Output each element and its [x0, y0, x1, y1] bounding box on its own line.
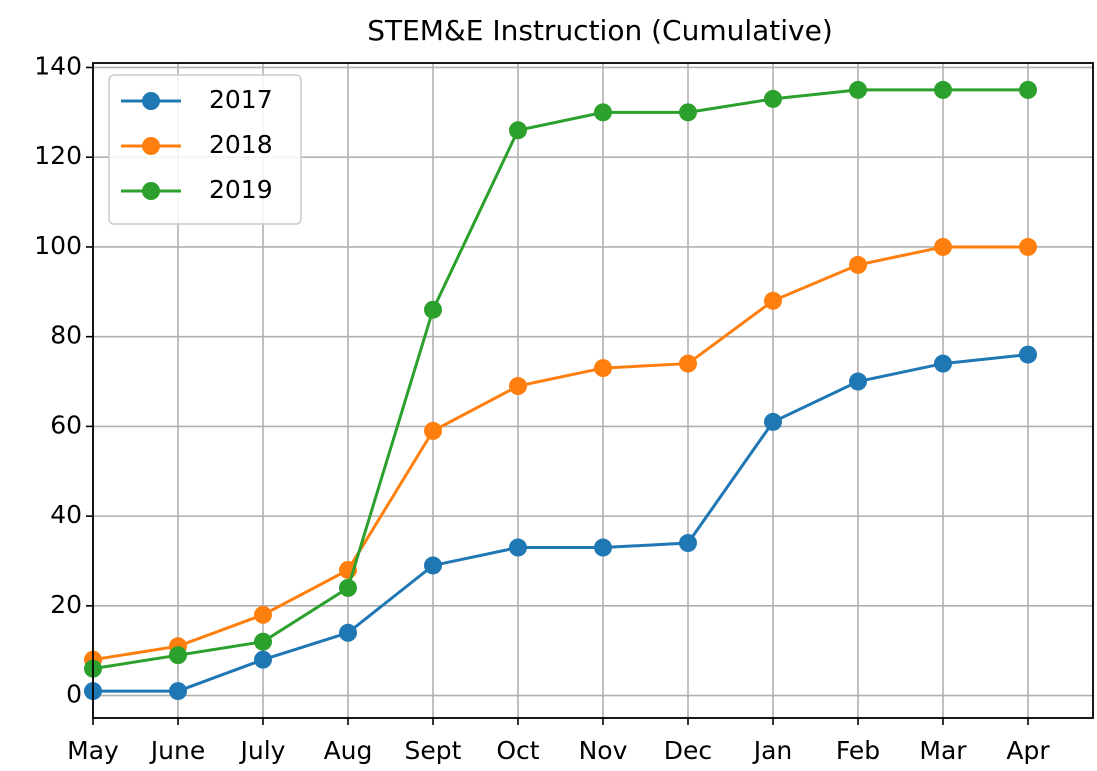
series-marker	[679, 103, 697, 122]
series-marker	[1019, 345, 1037, 364]
series-marker	[594, 359, 612, 378]
series-line	[92, 245, 1028, 662]
series-marker	[849, 255, 867, 274]
series-marker	[424, 421, 442, 440]
series-marker	[849, 80, 867, 99]
series-marker	[509, 538, 527, 557]
legend-marker	[142, 92, 160, 110]
series-marker	[509, 377, 527, 396]
series-marker	[339, 578, 357, 597]
series-marker	[764, 291, 782, 310]
series-marker	[169, 646, 187, 665]
series-marker	[1019, 80, 1037, 99]
series-marker	[679, 534, 697, 553]
series-marker	[679, 354, 697, 373]
plot-frame	[92, 62, 1094, 719]
x-tick-label: Mar	[919, 736, 967, 765]
series-marker	[254, 632, 272, 651]
series-marker	[849, 372, 867, 391]
series-marker	[594, 538, 612, 557]
legend-label: 2019	[209, 175, 273, 204]
legend-marker	[142, 137, 160, 155]
x-tick-label: Dec	[664, 736, 712, 765]
y-tick-label: 140	[34, 51, 82, 80]
series-marker	[424, 300, 442, 319]
x-tick-label: Apr	[1006, 736, 1050, 765]
series-marker	[764, 412, 782, 431]
series-marker	[424, 556, 442, 575]
x-tick-label: Aug	[324, 736, 373, 765]
series-marker	[764, 89, 782, 108]
legend-label: 2018	[209, 130, 273, 159]
y-tick-label: 60	[50, 410, 82, 439]
series-line	[92, 88, 1028, 671]
series-marker	[934, 354, 952, 373]
y-tick-label: 80	[50, 321, 82, 350]
series-marker	[1019, 237, 1037, 256]
series-marker	[169, 682, 187, 701]
y-tick-label: 100	[34, 231, 82, 260]
x-tick-label: June	[149, 736, 205, 765]
y-tick-label: 0	[66, 680, 82, 709]
x-tick-label: Sept	[405, 736, 462, 765]
x-tick-label: Feb	[836, 736, 880, 765]
x-tick-label: May	[67, 736, 119, 765]
x-tick-label: July	[239, 736, 286, 765]
x-tick-label: Nov	[579, 736, 628, 765]
series-marker	[339, 623, 357, 642]
y-tick-label: 20	[50, 590, 82, 619]
y-tick-label: 120	[34, 141, 82, 170]
series-marker	[254, 650, 272, 669]
series-marker	[934, 80, 952, 99]
series-marker	[934, 237, 952, 256]
series-marker	[254, 605, 272, 624]
series-line	[93, 353, 1029, 693]
legend-marker	[142, 182, 160, 200]
chart-title: STEM&E Instruction (Cumulative)	[367, 14, 833, 47]
series-marker	[509, 121, 527, 140]
series-marker	[594, 103, 612, 122]
x-tick-label: Jan	[752, 736, 793, 765]
x-tick-label: Oct	[496, 736, 539, 765]
legend-label: 2017	[209, 85, 273, 114]
y-tick-label: 40	[50, 500, 82, 529]
